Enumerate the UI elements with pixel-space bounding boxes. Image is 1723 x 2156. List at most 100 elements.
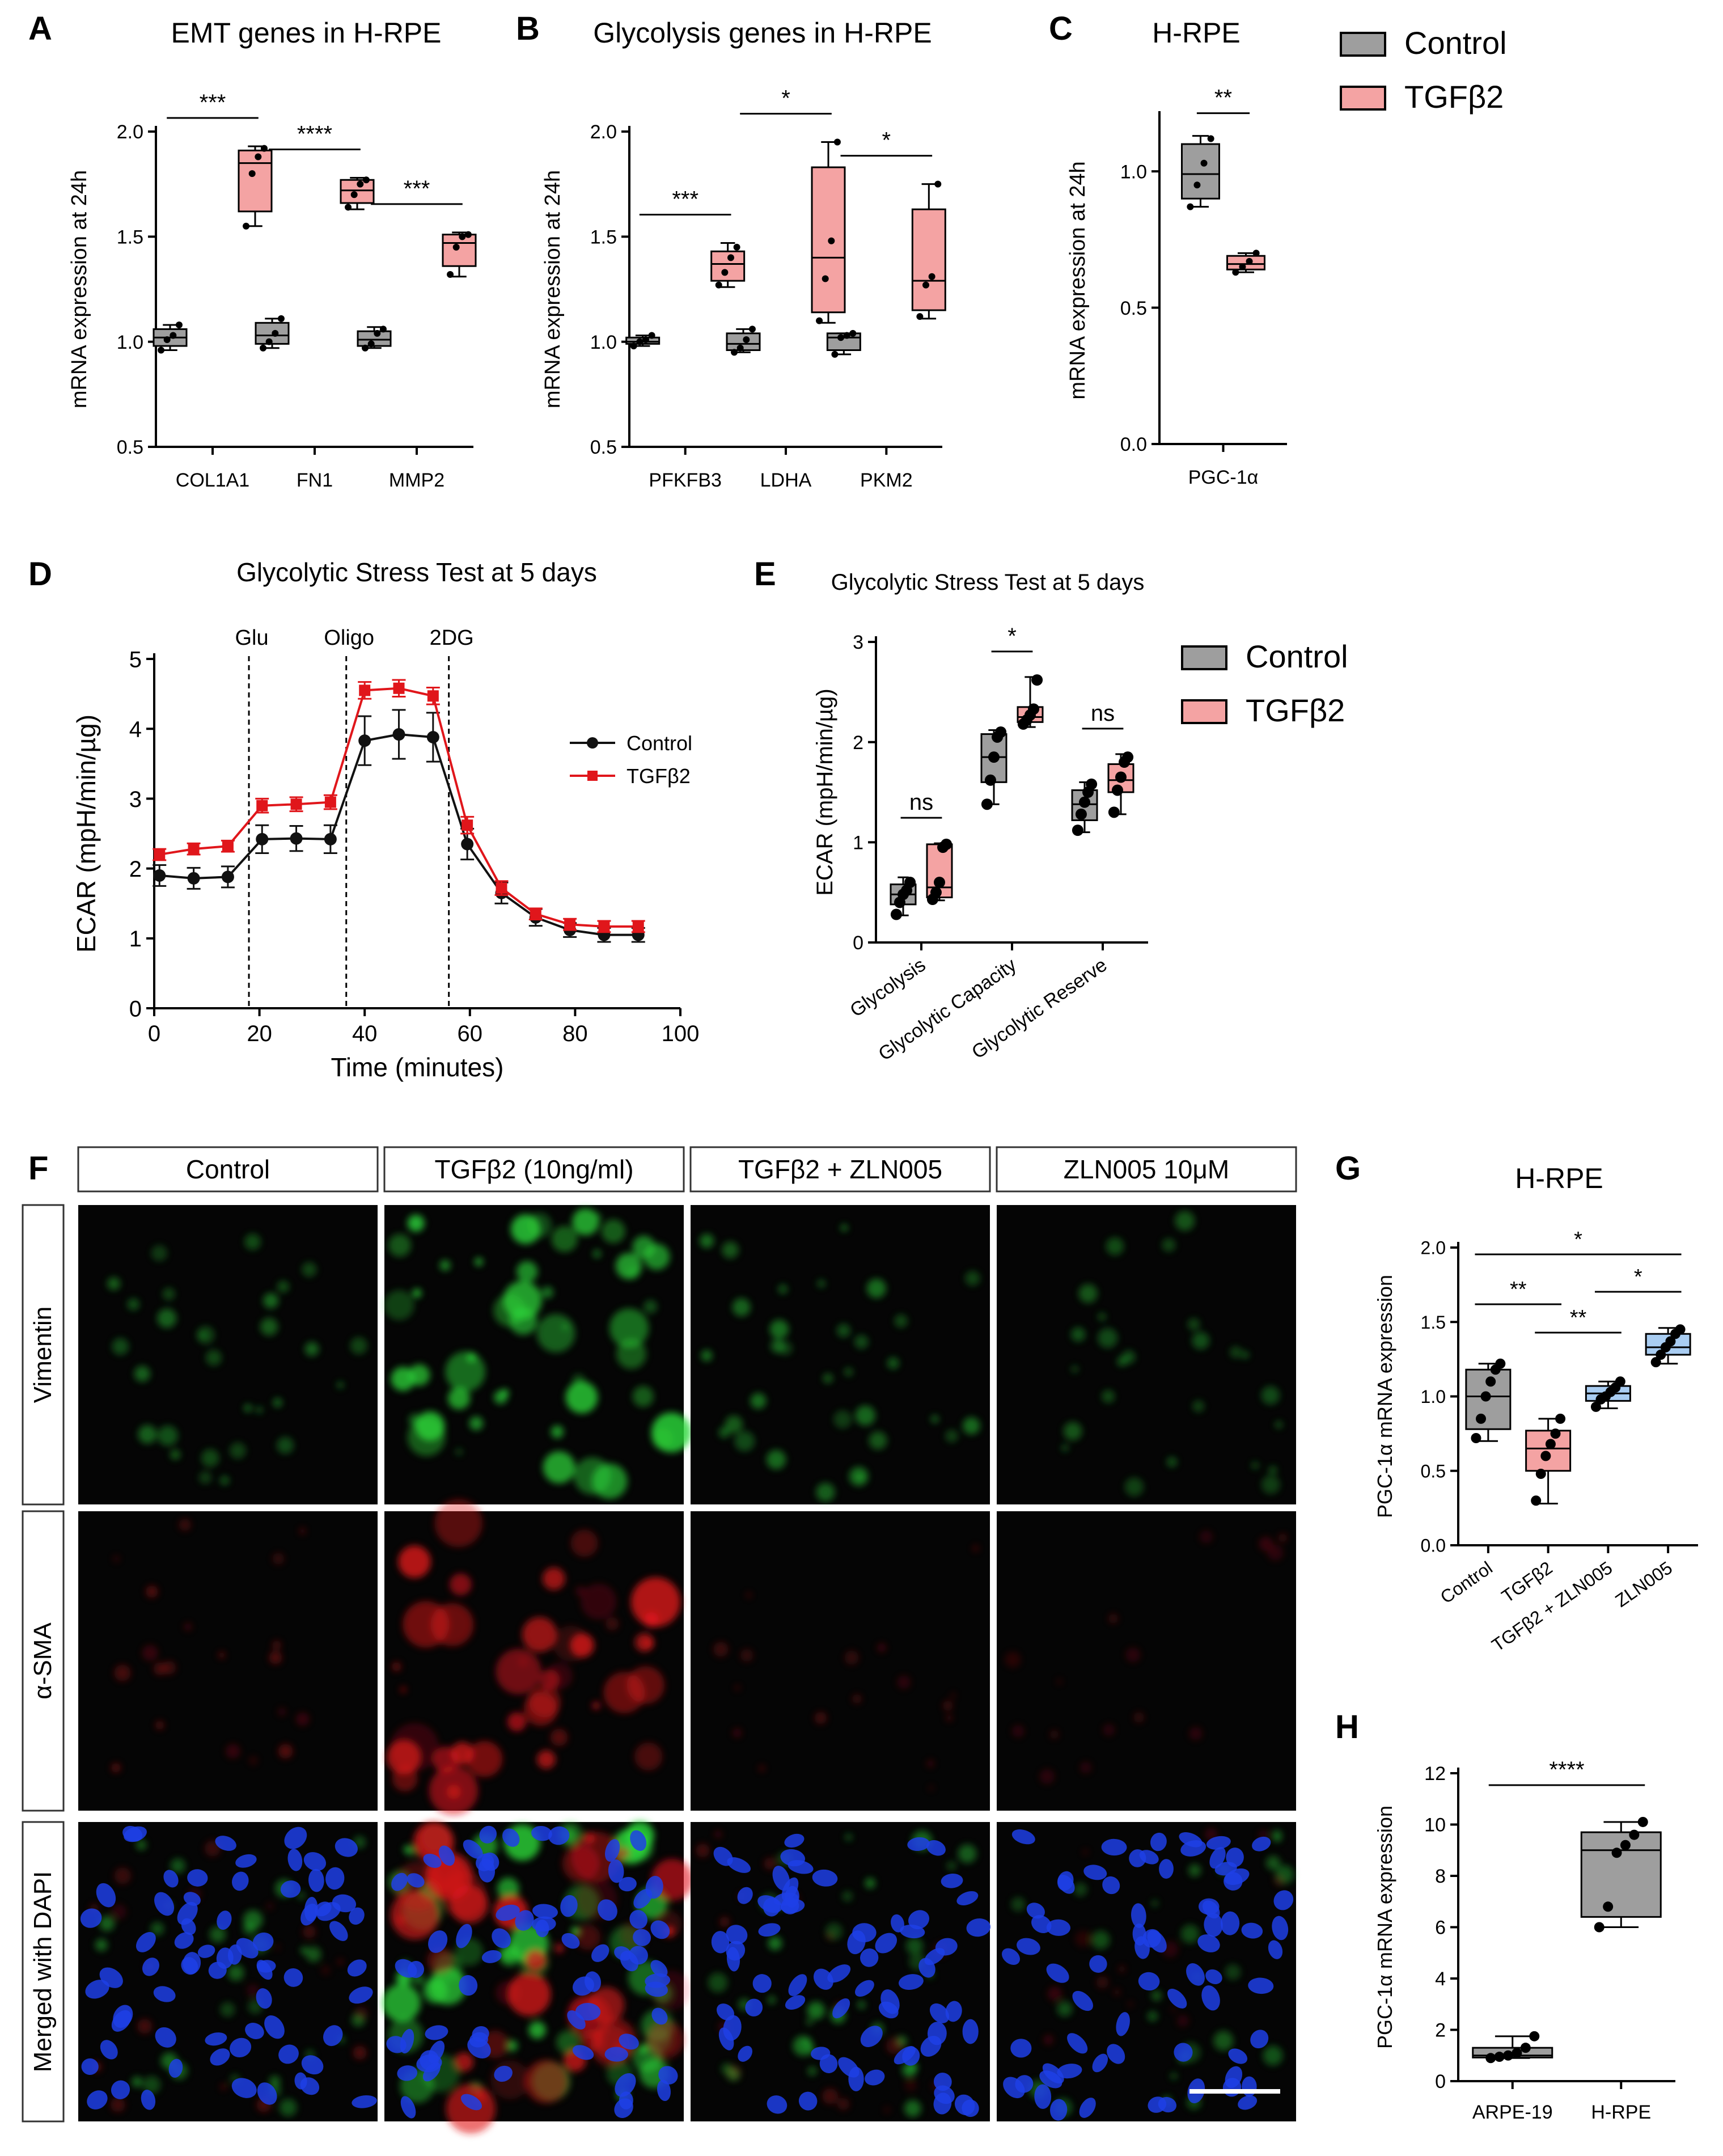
nucleus: [96, 1883, 116, 1908]
data-point: [260, 344, 267, 352]
vimentin-signal: [1273, 1833, 1282, 1842]
column-header: Control: [186, 1155, 270, 1184]
nucleus: [1083, 1865, 1107, 1880]
row-header-box: [22, 1821, 65, 2123]
nucleus: [781, 1897, 799, 1914]
vimentin-signal: [855, 1405, 875, 1426]
data-point: [1650, 1357, 1661, 1368]
sma-signal: [972, 1545, 979, 1552]
vimentin-signal: [142, 2075, 161, 2094]
sma-signal: [218, 1651, 226, 1659]
sma-signal: [274, 1944, 281, 1950]
nucleus: [438, 1845, 455, 1866]
vimentin-signal: [778, 1284, 788, 1294]
vimentin-signal: [644, 1244, 670, 1270]
data-point: [731, 349, 738, 356]
nucleus: [629, 1910, 647, 1929]
data-point: [1620, 1840, 1631, 1850]
nucleus: [459, 1975, 478, 1996]
nucleus: [515, 1910, 534, 1931]
box: [911, 208, 946, 311]
data-point: [995, 726, 1007, 738]
nucleus: [1241, 1922, 1263, 1939]
vimentin-signal: [640, 2045, 648, 2054]
nucleus: [122, 1825, 143, 1842]
chart-b-title: Glycolysis genes in H-RPE: [593, 17, 932, 49]
x-tick-label: LDHA: [760, 470, 812, 491]
nucleus: [619, 2091, 633, 2110]
sma-signal: [142, 1645, 158, 1662]
nucleus: [785, 1995, 806, 2010]
nucleus: [81, 2058, 99, 2075]
nucleus: [142, 1958, 159, 1976]
nucleus: [860, 1948, 879, 1967]
x-tick-label: 80: [562, 1021, 588, 1046]
sma-signal: [1043, 2035, 1054, 2045]
nucleus: [1046, 1963, 1069, 1983]
data-point: [367, 340, 375, 348]
data-point: [265, 338, 273, 345]
vimentin-signal: [497, 1878, 519, 1900]
y-tick-label: 0.5: [1421, 1461, 1446, 1481]
vimentin-signal: [469, 1416, 484, 1431]
vimentin-signal: [767, 1996, 776, 2005]
nucleus: [1034, 2084, 1052, 2110]
box: [1525, 1430, 1572, 1472]
nucleus: [1272, 1916, 1289, 1941]
sma-signal: [1108, 1613, 1119, 1624]
data-point: [904, 877, 916, 888]
nucleus: [325, 1867, 345, 1890]
data-point: [1550, 1428, 1561, 1439]
column-header-box: [689, 1146, 991, 1193]
box: [710, 250, 746, 282]
nucleus: [231, 2078, 257, 2098]
significance-label: **: [1510, 1278, 1527, 1301]
data-point: [1495, 1358, 1506, 1369]
chart-a-title: EMT genes in H-RPE: [171, 17, 441, 49]
y-tick-label: 2: [1435, 2020, 1446, 2041]
vimentin-signal: [157, 1308, 177, 1328]
sma-signal: [392, 1766, 418, 1792]
nucleus: [1131, 1903, 1146, 1928]
vimentin-signal: [946, 1861, 956, 1871]
sma-signal: [321, 1965, 331, 1975]
vimentin-signal: [902, 2062, 917, 2077]
significance-label: ***: [200, 90, 226, 115]
vimentin-signal: [823, 1373, 833, 1384]
nucleus: [287, 1849, 303, 1871]
vimentin-signal: [857, 2001, 866, 2009]
legend-label-tgfb2: TGFβ2: [1404, 79, 1504, 115]
nucleus: [1067, 2033, 1088, 2054]
data-point: [357, 180, 364, 188]
vimentin-signal: [1188, 1864, 1201, 1877]
data-point: [1594, 1922, 1605, 1933]
legend-e: Control TGFβ2: [1181, 639, 1348, 728]
vimentin-signal: [965, 1271, 980, 1286]
vimentin-signal: [158, 1425, 178, 1446]
nucleus: [210, 2048, 230, 2066]
vimentin-signal: [1268, 1466, 1277, 1475]
nucleus: [1159, 1859, 1174, 1879]
vimentin-signal: [99, 1916, 115, 1931]
vimentin-signal: [551, 1425, 564, 1439]
sma-signal: [295, 1712, 310, 1726]
y-axis-label: mRNA expression at 24h: [541, 170, 565, 408]
vimentin-signal: [592, 1249, 602, 1258]
micrograph: [691, 1205, 990, 1504]
vimentin-signal: [205, 1350, 222, 1366]
data-point: [170, 332, 177, 339]
nucleus: [832, 1998, 850, 2019]
vimentin-signal: [1230, 1346, 1242, 1359]
nucleus: [187, 1869, 208, 1887]
nucleus: [933, 2092, 952, 2115]
nucleus: [956, 1891, 979, 1905]
nucleus: [1015, 2075, 1034, 2093]
vimentin-signal: [244, 1233, 261, 1250]
sma-signal: [1274, 1875, 1285, 1886]
vimentin-signal: [384, 1290, 414, 1320]
vimentin-signal: [150, 1922, 164, 1936]
vimentin-signal: [806, 2018, 813, 2026]
data-point: [462, 819, 473, 831]
column-header-box: [996, 1146, 1297, 1193]
sma-signal: [353, 2045, 367, 2060]
